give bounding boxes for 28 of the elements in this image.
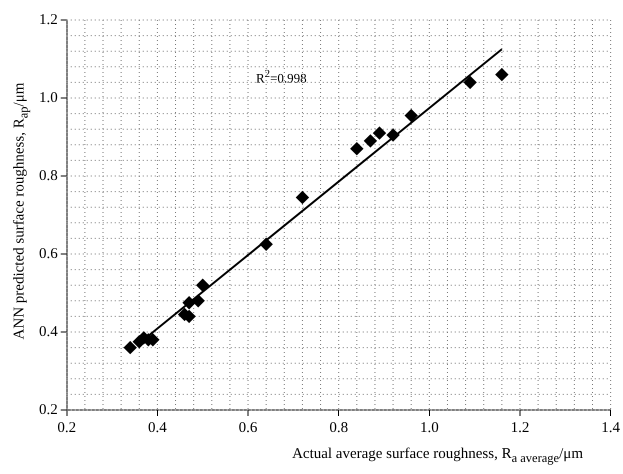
x-tick-label: 1.2 <box>510 420 530 436</box>
point <box>296 190 309 204</box>
point <box>124 341 137 354</box>
point <box>495 68 508 82</box>
point <box>350 142 364 156</box>
y-tick-label: 1.0 <box>39 90 58 106</box>
x-axis-title: Actual average surface roughness, R$_{a average}$/μm <box>291 446 584 466</box>
point <box>192 294 205 308</box>
point <box>386 128 400 142</box>
point <box>196 278 210 292</box>
y-tick-label: 0.2 <box>39 402 58 418</box>
point <box>260 238 273 251</box>
point <box>182 296 196 310</box>
x-tick-label: 0.4 <box>148 420 168 436</box>
point <box>404 109 418 122</box>
point <box>464 76 477 89</box>
x-tick-label: 0.6 <box>238 420 258 436</box>
point <box>372 126 386 140</box>
y-tick-label: 0.8 <box>39 168 58 184</box>
x-tick-label: 0.8 <box>329 420 348 436</box>
x-tick-label: 0.2 <box>57 420 76 436</box>
x-tick-label: 1.4 <box>601 420 620 436</box>
y-tick-label: 1.2 <box>39 12 58 28</box>
point <box>364 134 377 148</box>
y-tick-label: 0.6 <box>39 246 58 262</box>
annotation: R$^{2}$=0.998 <box>256 68 307 86</box>
x-tick-label: 1.0 <box>420 420 439 436</box>
y-tick-label: 0.4 <box>39 324 58 340</box>
